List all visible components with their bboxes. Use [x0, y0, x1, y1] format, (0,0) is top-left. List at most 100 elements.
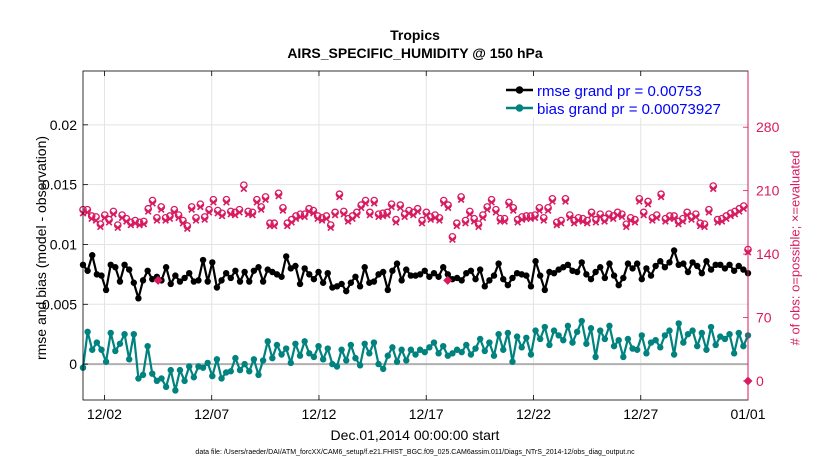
bias-point: [264, 338, 271, 345]
rmse-point: [536, 272, 544, 279]
obs-evaluated-point: [640, 211, 648, 219]
x-axis-label: Dec.01,2014 00:00:00 start: [330, 427, 500, 443]
highlighted-points: [153, 275, 753, 386]
rmse-point: [139, 277, 147, 284]
bias-point: [684, 331, 692, 338]
obs-evaluated-point: [657, 193, 665, 201]
bias-point: [661, 332, 669, 339]
rmse-point: [435, 273, 442, 280]
bias-point: [546, 341, 553, 349]
bias-point: [255, 371, 262, 379]
obs-evaluated-point: [444, 204, 452, 212]
bias-point: [199, 364, 207, 371]
bias-point: [356, 362, 364, 369]
obs-evaluated-point: [331, 211, 339, 219]
obs-evaluated-point: [509, 207, 517, 214]
bias-point: [236, 366, 244, 374]
obs-evaluated-point: [157, 206, 165, 214]
obs-evaluated-point: [253, 199, 261, 206]
bias-point: [370, 339, 378, 346]
bias-point: [343, 357, 350, 364]
bias-point: [167, 366, 174, 374]
rmse-point: [666, 259, 673, 266]
bias-point: [89, 346, 96, 353]
obs-evaluated-point: [83, 209, 91, 216]
bias-point: [735, 329, 742, 337]
rmse-point: [352, 273, 359, 280]
bias-point: [564, 322, 572, 330]
rmse-point: [416, 271, 424, 278]
obs-evaluated-point: [318, 217, 326, 224]
obs-evaluated-point: [622, 223, 630, 231]
bias-point: [555, 332, 562, 339]
obs-evaluated-point: [405, 209, 413, 217]
obs-evaluated-point: [262, 196, 269, 204]
obs-evaluated-point: [279, 207, 287, 214]
bias-point: [698, 329, 706, 337]
rmse-point: [490, 272, 498, 279]
obs-evaluated-point: [475, 223, 482, 231]
bias-point: [172, 387, 179, 394]
bias-point: [310, 353, 318, 361]
rmse-point: [181, 274, 188, 282]
rmse-point: [421, 267, 428, 274]
obs-evaluated-point: [688, 216, 695, 224]
obs-evaluated-point: [727, 212, 734, 220]
rmse-point: [319, 279, 327, 286]
obs-evaluated-point: [236, 209, 243, 216]
bias-point: [592, 353, 599, 361]
rmse-point: [573, 268, 581, 276]
obs-evaluated-point: [731, 210, 739, 218]
right-y-tick-label: 140: [756, 246, 780, 262]
obs-evaluated-point: [618, 213, 626, 221]
bias-point: [102, 358, 110, 365]
bias-point: [472, 345, 479, 352]
bias-point: [232, 354, 239, 362]
rmse-point: [458, 277, 465, 284]
obs-evaluated-point: [588, 211, 595, 219]
bias-point: [601, 335, 609, 343]
obs-evaluated-point: [105, 218, 113, 226]
bias-point: [282, 345, 290, 352]
left-y-axis-ticks: 0 0.005 0.01 0.015 0.02: [42, 117, 88, 372]
rmse-point: [310, 275, 318, 283]
bias-point: [527, 351, 535, 358]
rmse-point: [661, 264, 669, 271]
rmse-point: [218, 277, 225, 284]
rmse-point: [472, 275, 479, 283]
obs-evaluated-point: [653, 214, 661, 222]
obs-evaluated-point: [114, 224, 122, 232]
bias-point: [149, 370, 156, 377]
bias-point: [509, 358, 516, 365]
obs-evaluated-point: [309, 209, 317, 217]
bias-point: [227, 368, 234, 375]
obs-evaluated-point: [305, 208, 313, 215]
obs-evaluated-point: [327, 224, 335, 232]
x-tick-label: 12/12: [301, 406, 336, 422]
obs-evaluated-point: [149, 199, 156, 207]
rmse-point: [476, 266, 484, 273]
obs-evaluated-point: [110, 210, 117, 218]
obs-evaluated-point: [466, 210, 474, 218]
rmse-point: [606, 260, 613, 267]
bias-point: [500, 346, 507, 353]
bias-point: [324, 345, 331, 352]
rmse-point: [102, 286, 110, 294]
rmse-point: [527, 283, 535, 290]
bias-point: [740, 342, 747, 350]
obs-evaluated-point: [144, 208, 152, 215]
obs-evaluated-point: [218, 212, 226, 220]
obs-evaluated-point: [340, 210, 348, 218]
rmse-series: [79, 247, 752, 302]
rmse-point: [186, 269, 193, 277]
obs-evaluated-point: [549, 198, 556, 205]
rmse-point: [89, 252, 96, 259]
rmse-point: [236, 278, 244, 285]
data-file-footnote: data file: /Users/raeder/DAI/ATM_forcXX/…: [195, 449, 635, 456]
bias-point: [633, 346, 641, 353]
obs-evaluated-point: [383, 211, 391, 219]
obs-evaluated-point: [127, 221, 135, 229]
bias-point: [523, 334, 530, 341]
rmse-point: [481, 283, 488, 290]
obs-evaluated-point: [353, 211, 361, 219]
